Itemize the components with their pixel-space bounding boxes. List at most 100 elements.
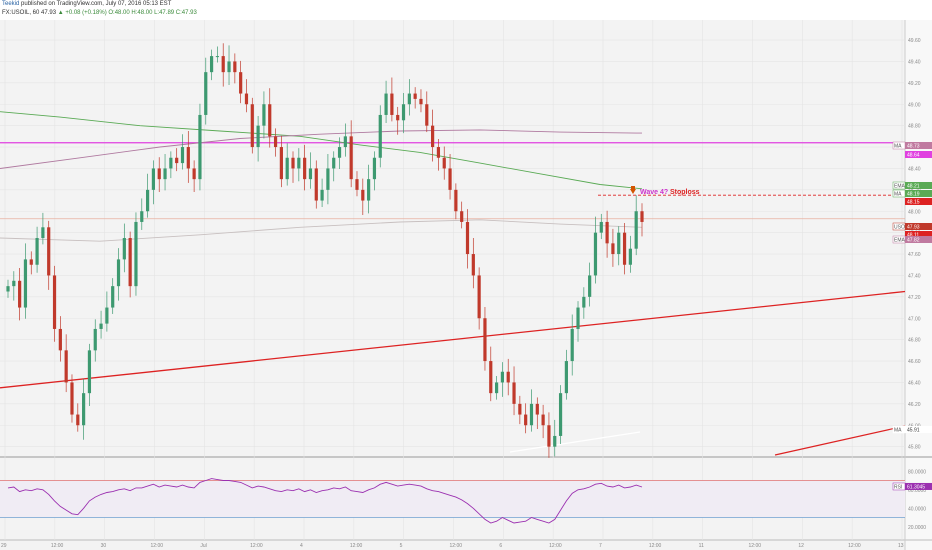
- time-tick: Jul: [200, 543, 206, 549]
- candle-body: [279, 147, 283, 180]
- candle-body: [605, 221, 609, 244]
- candle-body: [512, 382, 516, 404]
- axis-tag-value-bg: [905, 190, 932, 197]
- time-tick: 29: [1, 543, 7, 549]
- candle-body: [367, 179, 371, 201]
- candle-body: [64, 350, 68, 383]
- candle-body: [209, 56, 214, 73]
- rsi-value-tag-bg: [905, 482, 932, 490]
- axis-tag-value-bg: [905, 151, 932, 158]
- time-tick: 12:00: [151, 543, 164, 549]
- candle-body: [99, 323, 103, 329]
- candle-body: [506, 371, 510, 383]
- price-tick: 47.00: [908, 316, 921, 322]
- down-arrow-stem: [631, 186, 635, 189]
- axis-tag: 48.15: [905, 198, 932, 206]
- candle-body: [134, 221, 138, 287]
- axis-tag-name: USOIL: [894, 225, 909, 231]
- time-tick: 12: [798, 543, 804, 549]
- candle-body: [215, 56, 219, 58]
- price-tick: 47.60: [908, 252, 921, 258]
- last-price: 47.93: [41, 10, 57, 16]
- candle-body: [442, 157, 446, 169]
- candle-body: [419, 98, 423, 105]
- candle-body: [454, 189, 458, 212]
- axis-tag-value-bg: [905, 142, 932, 149]
- axis-tag-value-bg: [905, 198, 932, 205]
- wave-label[interactable]: Wave 4?: [640, 189, 668, 196]
- candle-body: [221, 56, 225, 73]
- close-value: C:47.93: [175, 10, 197, 16]
- candle-body: [285, 157, 289, 180]
- candle-body: [116, 259, 121, 287]
- candle-body: [169, 157, 173, 169]
- price-tick: 46.40: [908, 380, 921, 386]
- candle-body: [628, 248, 632, 265]
- time-tick: 4: [300, 543, 303, 549]
- axis-tag-value-bg: [905, 231, 932, 238]
- candle-body: [204, 72, 208, 115]
- axis-tag-name: MA: [894, 144, 902, 150]
- candle-body: [611, 243, 615, 255]
- time-tick: 12:00: [450, 543, 463, 549]
- candle-body: [186, 147, 190, 169]
- axis-tag-value: 48.15: [907, 200, 920, 206]
- candle-body: [372, 157, 377, 180]
- rsi-band: [0, 480, 905, 518]
- candle-body: [431, 125, 435, 148]
- candle-body: [105, 307, 109, 324]
- time-tick: 12:00: [51, 543, 64, 549]
- candle-body: [640, 211, 644, 222]
- time-tick: 6: [499, 543, 502, 549]
- time-tick: 5: [400, 543, 403, 549]
- change-text: +0.08 (+0.18%): [65, 10, 107, 16]
- candle-body: [343, 136, 347, 148]
- axis-tag-value-bg: [905, 223, 932, 230]
- axis-tag-name: EMA: [894, 184, 906, 190]
- candle-body: [140, 211, 144, 222]
- candle-body: [564, 361, 568, 394]
- candle-body: [175, 157, 179, 164]
- candle-body: [151, 168, 156, 190]
- candle-body: [297, 157, 301, 169]
- symbol-label[interactable]: FX:USOIL, 60: [2, 10, 40, 16]
- candle-body: [47, 227, 51, 276]
- stoploss-label[interactable]: Stoploss: [670, 189, 700, 196]
- candle-body: [111, 286, 115, 308]
- candle-body: [622, 232, 627, 265]
- rsi-tick: 20.0000: [908, 525, 926, 531]
- candle-body: [256, 125, 260, 148]
- time-tick: 12:00: [350, 543, 363, 549]
- candle-body: [465, 221, 470, 255]
- candle-body: [547, 425, 551, 447]
- candle-body: [494, 382, 499, 394]
- axis-tag-value-bg: [905, 426, 932, 433]
- axis-tag: MA 48.73: [892, 141, 932, 150]
- price-tick: 46.20: [908, 402, 921, 408]
- rsi-value-tag: 61.3045: [907, 484, 925, 490]
- axis-tag: MA 45.91: [892, 425, 932, 434]
- time-tick: 12:00: [749, 543, 762, 549]
- candle-body: [122, 238, 126, 260]
- price-tick: 49.20: [908, 81, 921, 87]
- candle-body: [93, 328, 97, 351]
- rsi-line: [7, 478, 643, 524]
- high-value: H:48.00: [131, 10, 153, 16]
- candle-body: [361, 189, 365, 201]
- axis-tag-value: 48.19: [907, 192, 920, 198]
- candle-body: [413, 93, 417, 99]
- candle-body: [355, 179, 359, 190]
- author-name[interactable]: Teekid: [2, 1, 20, 7]
- candle-body: [163, 168, 167, 180]
- time-tick: 12:00: [250, 543, 263, 549]
- candle-body: [52, 275, 57, 329]
- axis-tag-name: MA: [894, 428, 902, 434]
- time-tick: 13: [898, 543, 904, 549]
- candle-body: [70, 382, 74, 415]
- change-value: ▲ +0.08 (+0.18%): [57, 10, 107, 16]
- ema-curve: [0, 111, 643, 190]
- candle-body: [12, 280, 16, 287]
- published-text: published on TradingView.com, July 07, 2…: [21, 1, 172, 7]
